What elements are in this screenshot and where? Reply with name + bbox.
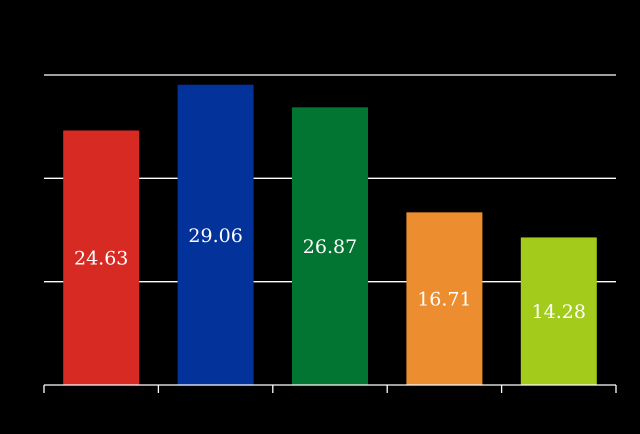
bar: [63, 130, 140, 385]
bar-value-label: 26.87: [303, 236, 357, 258]
bar: [292, 107, 368, 386]
bar: [406, 212, 483, 385]
bar-value-label: 16.71: [417, 289, 471, 311]
data-labels: 24.63 29.06 26.87 16.71 14.28: [74, 225, 586, 323]
bar-value-label: 29.06: [188, 225, 242, 247]
bar: [520, 237, 597, 385]
bars: [63, 84, 597, 386]
x-axis: [43, 384, 617, 393]
bar-value-label: 24.63: [74, 248, 128, 270]
bar-value-label: 14.28: [532, 301, 586, 323]
bar: [177, 84, 254, 386]
